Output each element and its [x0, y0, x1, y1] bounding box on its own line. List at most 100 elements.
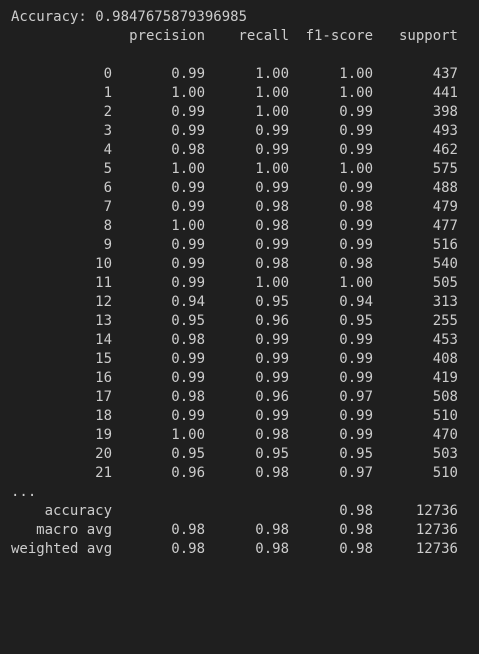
recall-value: 1.00: [255, 85, 289, 101]
class-row: 1 1.00 1.00 1.00 441: [11, 84, 471, 103]
f1-value: 0.99: [339, 408, 373, 424]
class-row: 21 0.96 0.98 0.97 510: [11, 464, 471, 483]
f1-value: 0.99: [339, 351, 373, 367]
support-value: 453: [432, 332, 458, 348]
precision-value: 1.00: [171, 85, 205, 101]
support-value: 437: [432, 66, 458, 82]
recall-value: 1.00: [255, 66, 289, 82]
recall-value: 0.96: [255, 313, 289, 329]
precision-value: 1.00: [171, 218, 205, 234]
support-value: 313: [432, 294, 458, 310]
support-value: 505: [432, 275, 458, 291]
row-label: 21: [95, 465, 112, 481]
precision-value: 0.95: [171, 313, 205, 329]
f1-value: 1.00: [339, 161, 373, 177]
recall-value: 0.98: [255, 199, 289, 215]
precision-value: 0.99: [171, 104, 205, 120]
row-label: 20: [95, 446, 112, 462]
support-value: 462: [432, 142, 458, 158]
recall-value: 1.00: [255, 161, 289, 177]
row-label: 17: [95, 389, 112, 405]
f1-value: 0.99: [339, 142, 373, 158]
precision-value: 0.99: [171, 256, 205, 272]
support-value: 441: [432, 85, 458, 101]
f1-value: 0.99: [339, 123, 373, 139]
support-value: 493: [432, 123, 458, 139]
recall-value: 0.95: [255, 294, 289, 310]
recall-value: 1.00: [255, 104, 289, 120]
notebook-output: { "accuracy_line": "Accuracy: 0.98476758…: [11, 9, 471, 559]
row-label: 8: [103, 218, 112, 234]
recall-value: 0.99: [255, 123, 289, 139]
row-label: 3: [103, 123, 112, 139]
class-row: 15 0.99 0.99 0.99 408: [11, 350, 471, 369]
precision-value: 1.00: [171, 161, 205, 177]
recall-value: 0.99: [255, 332, 289, 348]
class-row: 18 0.99 0.99 0.99 510: [11, 407, 471, 426]
precision-value: 0.98: [171, 332, 205, 348]
precision-value: 0.98: [171, 389, 205, 405]
recall-value: 0.96: [255, 389, 289, 405]
row-label: 1: [103, 85, 112, 101]
class-row: 4 0.98 0.99 0.99 462: [11, 141, 471, 160]
class-row: 0 0.99 1.00 1.00 437: [11, 65, 471, 84]
summary-macro-avg-row: macro avg 0.98 0.98 0.98 12736: [11, 521, 471, 540]
f1-value: 0.99: [339, 104, 373, 120]
report-header: precision recall f1-score support: [11, 27, 471, 46]
f1-value: 1.00: [339, 66, 373, 82]
precision-value: 0.99: [171, 180, 205, 196]
recall-value: 0.99: [255, 351, 289, 367]
f1-value: 0.98: [339, 256, 373, 272]
header-precision: precision: [129, 28, 205, 44]
class-row: 13 0.95 0.96 0.95 255: [11, 312, 471, 331]
row-label: 13: [95, 313, 112, 329]
class-row: 10 0.99 0.98 0.98 540: [11, 255, 471, 274]
precision-value: 0.95: [171, 446, 205, 462]
support-value: 398: [432, 104, 458, 120]
support-value: 470: [432, 427, 458, 443]
precision-value: 0.98: [171, 541, 205, 557]
row-label: 11: [95, 275, 112, 291]
f1-value: 1.00: [339, 85, 373, 101]
support-value: 12736: [415, 522, 458, 538]
recall-value: 0.99: [255, 142, 289, 158]
recall-value: 0.99: [255, 237, 289, 253]
row-label: 16: [95, 370, 112, 386]
support-value: 510: [432, 408, 458, 424]
precision-value: 0.99: [171, 123, 205, 139]
row-label: 18: [95, 408, 112, 424]
f1-value: 1.00: [339, 275, 373, 291]
f1-value: 0.95: [339, 446, 373, 462]
f1-value: 0.97: [339, 389, 373, 405]
header-f1-score: f1-score: [305, 28, 373, 44]
class-row: 14 0.98 0.99 0.99 453: [11, 331, 471, 350]
class-row: 11 0.99 1.00 1.00 505: [11, 274, 471, 293]
class-row: 20 0.95 0.95 0.95 503: [11, 445, 471, 464]
f1-value: 0.98: [339, 199, 373, 215]
f1-value: 0.94: [339, 294, 373, 310]
class-row: 6 0.99 0.99 0.99 488: [11, 179, 471, 198]
f1-value: 0.97: [339, 465, 373, 481]
row-label: weighted avg: [11, 541, 113, 557]
precision-value: 0.99: [171, 199, 205, 215]
support-value: 408: [432, 351, 458, 367]
precision-value: 0.94: [171, 294, 205, 310]
summary-weighted-avg-row: weighted avg 0.98 0.98 0.98 12736: [11, 540, 471, 559]
precision-value: 0.99: [171, 351, 205, 367]
recall-value: 0.98: [255, 256, 289, 272]
class-row: 3 0.99 0.99 0.99 493: [11, 122, 471, 141]
support-value: 516: [432, 237, 458, 253]
f1-value: 0.99: [339, 427, 373, 443]
support-value: 510: [432, 465, 458, 481]
class-row: 2 0.99 1.00 0.99 398: [11, 103, 471, 122]
recall-value: 0.98: [255, 465, 289, 481]
precision-value: 0.99: [171, 66, 205, 82]
precision-value: 0.99: [171, 275, 205, 291]
support-value: 540: [432, 256, 458, 272]
recall-value: 0.99: [255, 370, 289, 386]
support-value: 477: [432, 218, 458, 234]
header-support: support: [398, 28, 458, 44]
precision-value: 1.00: [171, 427, 205, 443]
row-label: macro avg: [36, 522, 112, 538]
class-row: 8 1.00 0.98 0.99 477: [11, 217, 471, 236]
